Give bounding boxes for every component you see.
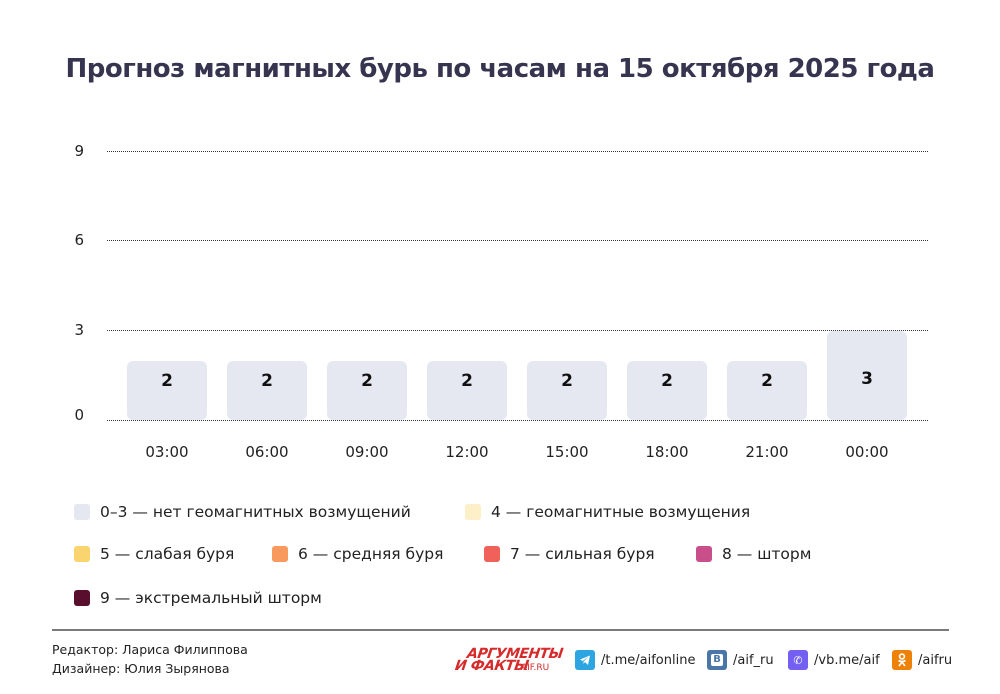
bar: 2 (427, 361, 507, 420)
legend-item: 9 — экстремальный шторм (74, 589, 322, 607)
telegram-icon (575, 650, 595, 670)
bar: 2 (727, 361, 807, 420)
legend-swatch (74, 546, 90, 562)
legend-label: 5 — слабая буря (100, 545, 235, 563)
legend-swatch (696, 546, 712, 562)
bar: 2 (127, 361, 207, 420)
legend-item: 0–3 — нет геомагнитных возмущений (74, 503, 411, 521)
legend-label: 4 — геомагнитные возмущения (491, 503, 751, 521)
social-link-vk[interactable]: В /aif_ru (707, 650, 774, 670)
bar-value-label: 3 (861, 369, 873, 389)
legend-item: 7 — сильная буря (484, 545, 655, 563)
legend-label: 9 — экстремальный шторм (100, 589, 322, 607)
y-tick: 3 (74, 321, 84, 339)
legend-swatch (465, 504, 481, 520)
social-link-viber[interactable]: ✆ /vb.me/aif (788, 650, 880, 670)
social-label: /aifru (918, 652, 953, 668)
bar: 2 (527, 361, 607, 420)
bar: 2 (227, 361, 307, 420)
legend-label: 0–3 — нет геомагнитных возмущений (100, 503, 411, 521)
bar-value-label: 2 (761, 371, 773, 391)
gridline (107, 330, 928, 331)
baseline (107, 420, 928, 421)
legend-label: 8 — шторм (722, 545, 812, 563)
social-link-telegram[interactable]: /t.me/aifonline (575, 650, 695, 670)
x-tick: 12:00 (445, 443, 489, 461)
legend-swatch (74, 590, 90, 606)
y-tick: 6 (74, 231, 84, 249)
chart-title: Прогноз магнитных бурь по часам на 15 ок… (65, 54, 935, 84)
bar-value-label: 2 (461, 371, 473, 391)
viber-icon: ✆ (788, 650, 808, 670)
bar-value-label: 2 (261, 371, 273, 391)
legend-swatch (484, 546, 500, 562)
social-label: /aif_ru (733, 652, 774, 668)
legend-label: 6 — средняя буря (298, 545, 444, 563)
social-label: /vb.me/aif (814, 652, 880, 668)
legend-label: 7 — сильная буря (510, 545, 655, 563)
vk-icon: В (707, 650, 727, 670)
legend-swatch (74, 504, 90, 520)
bar-value-label: 2 (661, 371, 673, 391)
social-label: /t.me/aifonline (601, 652, 696, 668)
legend-item: 5 — слабая буря (74, 545, 234, 563)
odnoklassniki-icon (892, 650, 912, 670)
social-link-odnoklassniki[interactable]: /aifru (892, 650, 952, 670)
x-tick: 03:00 (145, 443, 189, 461)
legend-item: 6 — средняя буря (272, 545, 443, 563)
x-tick: 15:00 (545, 443, 589, 461)
footer-divider (52, 629, 949, 631)
designer-credit: Дизайнер: Юлия Зырянова (52, 661, 230, 676)
bar: 3 (827, 331, 907, 420)
x-tick: 00:00 (845, 443, 889, 461)
logo-site: AIF.RU (521, 663, 550, 673)
aif-logo[interactable]: АРГУМЕНТЫ И ФАКТЫ AIF.RU (453, 646, 564, 674)
y-tick: 9 (74, 142, 84, 160)
bar-value-label: 2 (161, 371, 173, 391)
x-tick: 09:00 (345, 443, 389, 461)
x-tick: 06:00 (245, 443, 289, 461)
bar: 2 (327, 361, 407, 420)
legend-item: 4 — геомагнитные возмущения (465, 503, 750, 521)
y-tick: 0 (74, 406, 84, 424)
x-tick: 18:00 (645, 443, 689, 461)
legend-swatch (272, 546, 288, 562)
bar-value-label: 2 (561, 371, 573, 391)
bar-value-label: 2 (361, 371, 373, 391)
x-tick: 21:00 (745, 443, 789, 461)
legend-item: 8 — шторм (696, 545, 811, 563)
credits: Редактор: Лариса Филиппова Дизайнер: Юли… (52, 640, 248, 678)
logo-line-2: И ФАКТЫ (453, 658, 530, 674)
bar: 2 (627, 361, 707, 420)
gridline (107, 240, 928, 241)
editor-credit: Редактор: Лариса Филиппова (52, 642, 248, 657)
gridline (107, 151, 928, 152)
